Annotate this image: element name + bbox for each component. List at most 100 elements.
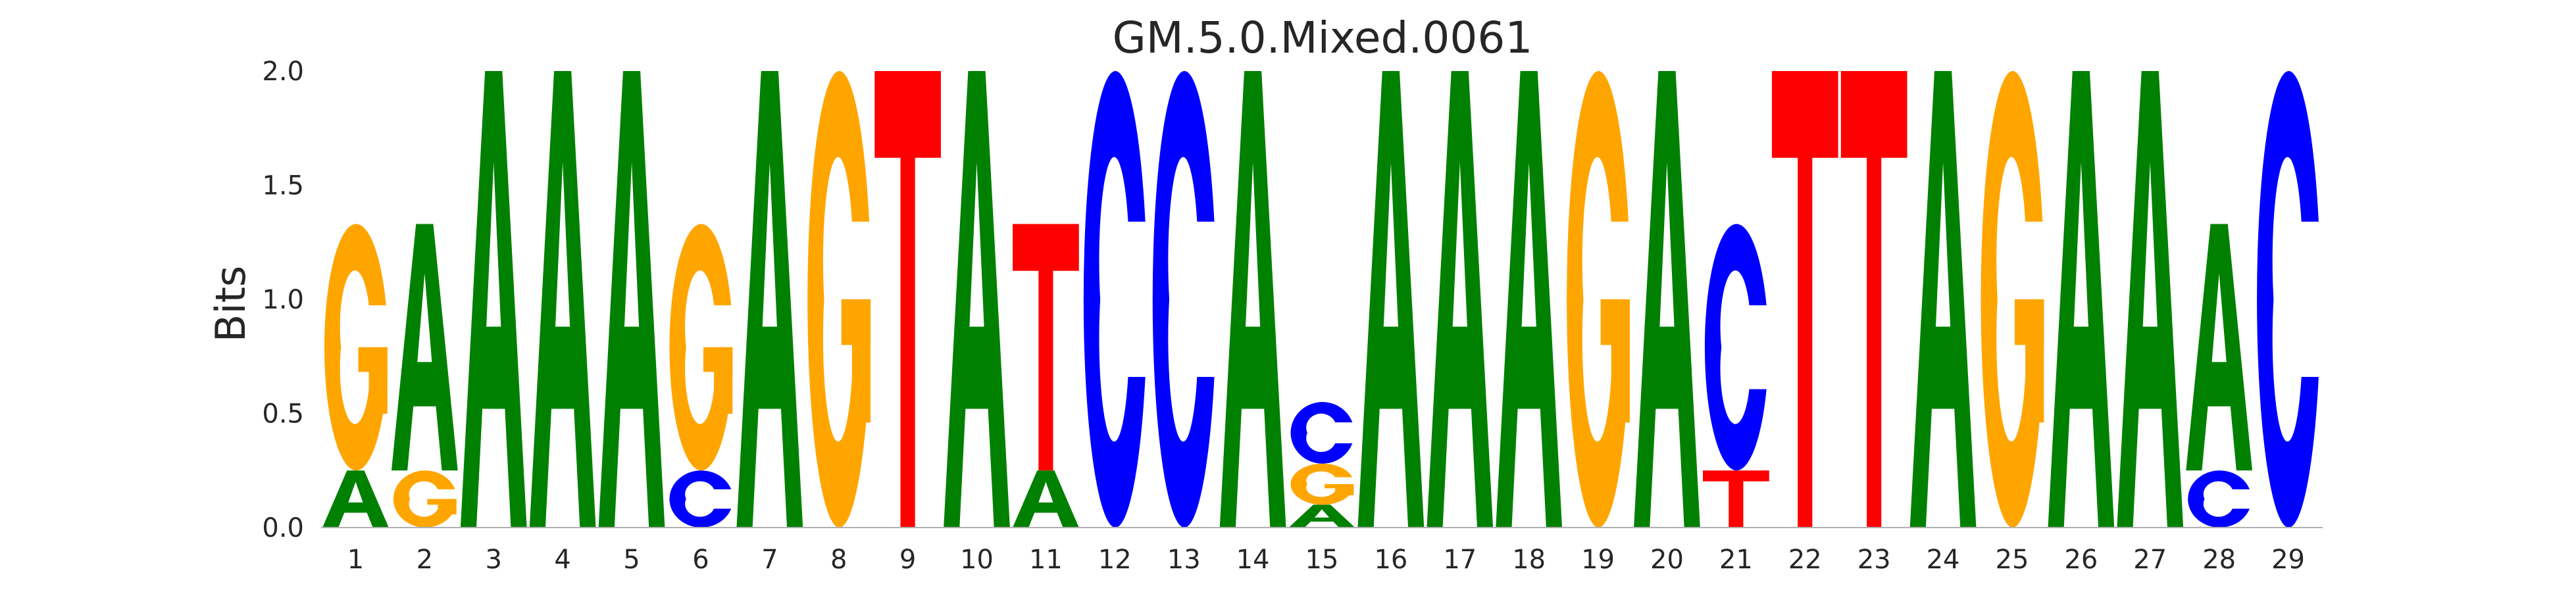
letter-c-cytosine	[2188, 470, 2250, 528]
letter-glyph-part	[2048, 71, 2115, 528]
letter-a-adenine	[391, 224, 458, 471]
letter-g-guanine	[324, 224, 388, 471]
letter-glyph-part	[2014, 299, 2044, 345]
x-tick-label: 25	[1996, 545, 2029, 575]
y-tick-label: 1.0	[262, 285, 304, 315]
letter-g-guanine	[393, 470, 457, 528]
y-tick-label: 1.5	[262, 171, 304, 201]
letter-glyph-part	[1909, 71, 1977, 528]
letter-glyph-part	[358, 347, 388, 372]
logo-letters	[322, 70, 2319, 528]
letter-glyph-part	[1981, 70, 2043, 528]
letter-a-adenine	[1357, 71, 1425, 528]
letter-a-adenine	[460, 71, 527, 528]
letter-glyph-part	[1290, 402, 1353, 464]
letter-glyph-part	[427, 499, 457, 505]
x-tick-label: 7	[761, 545, 778, 575]
letter-a-adenine	[1288, 505, 1355, 528]
letter-glyph-part	[2117, 71, 2184, 528]
x-tick-label: 14	[1236, 545, 1270, 575]
letter-glyph-part	[703, 347, 733, 372]
x-tick-label: 10	[960, 545, 994, 575]
x-tick-label: 13	[1167, 545, 1201, 575]
x-tick-label: 19	[1581, 545, 1615, 575]
x-tick-label: 17	[1443, 545, 1477, 575]
letter-a-adenine	[1013, 470, 1079, 528]
letter-glyph-part	[1600, 299, 1630, 345]
x-tick-label: 4	[554, 545, 570, 575]
x-tick-label: 24	[1927, 545, 1960, 575]
x-tick-label: 29	[2271, 545, 2305, 575]
y-axis-title: Bits	[207, 266, 255, 342]
x-tick-label: 15	[1305, 545, 1339, 575]
letter-glyph-part	[391, 224, 458, 471]
x-tick-label: 8	[830, 545, 847, 575]
letter-glyph-part	[1013, 470, 1079, 528]
letter-glyph-part	[529, 71, 596, 528]
x-tick-label: 21	[1719, 545, 1753, 575]
letter-glyph-part	[1567, 70, 1629, 528]
x-tick-label: 26	[2064, 545, 2098, 575]
letter-t-thymine	[1840, 71, 1907, 528]
x-tick-label: 2	[417, 545, 433, 575]
x-tick-label: 5	[623, 545, 640, 575]
y-tick-label: 2.0	[262, 57, 304, 87]
chart-title: GM.5.0.Mixed.0061	[1113, 12, 1533, 63]
letter-c-cytosine	[1152, 70, 1215, 528]
letter-glyph-part	[2257, 70, 2319, 528]
x-tick-label: 23	[1857, 545, 1891, 575]
letter-glyph-part	[1840, 71, 1907, 528]
letter-glyph-part	[807, 70, 870, 528]
x-tick-label: 9	[899, 545, 916, 575]
letter-glyph-part	[736, 71, 803, 528]
letter-c-cytosine	[669, 470, 732, 528]
letter-g-guanine	[1290, 463, 1354, 505]
x-tick-label: 1	[347, 545, 364, 575]
x-axis: 1 2 3 4 5 6 7 8 9 10 11 12 13 14 15 16 17 18 19 20 21 22 23 24 2…	[347, 545, 2305, 575]
letter-glyph-part	[944, 71, 1010, 528]
letter-glyph-part	[322, 470, 389, 528]
letter-glyph-part	[1634, 71, 1700, 528]
y-tick-label: 0.0	[262, 513, 304, 543]
letter-glyph-part	[2188, 470, 2250, 528]
letter-glyph-part	[2186, 224, 2253, 471]
letter-glyph-part	[1083, 70, 1146, 528]
letter-glyph-part	[1152, 70, 1215, 528]
letter-a-adenine	[1496, 71, 1563, 528]
x-tick-label: 3	[486, 545, 502, 575]
letter-glyph-part	[1496, 71, 1563, 528]
letter-a-adenine	[1909, 71, 1977, 528]
letter-glyph-part	[1357, 71, 1425, 528]
letter-t-thymine	[1703, 470, 1769, 528]
letter-a-adenine	[322, 470, 389, 528]
letter-g-guanine	[807, 70, 871, 528]
letter-a-adenine	[2186, 224, 2253, 471]
letter-glyph-part	[1427, 71, 1494, 528]
letter-glyph-part	[393, 470, 455, 528]
x-tick-label: 16	[1374, 545, 1407, 575]
x-tick-label: 12	[1098, 545, 1132, 575]
letter-c-cytosine	[1704, 224, 1767, 471]
x-tick-label: 27	[2133, 545, 2167, 575]
letter-glyph-part	[1771, 71, 1838, 528]
letter-g-guanine	[1981, 70, 2044, 528]
y-tick-label: 0.5	[262, 399, 304, 430]
letter-glyph-part	[460, 71, 527, 528]
x-tick-label: 20	[1650, 545, 1684, 575]
letter-g-guanine	[669, 224, 733, 471]
letter-a-adenine	[598, 71, 665, 528]
x-tick-label: 11	[1029, 545, 1063, 575]
letter-glyph-part	[1288, 505, 1355, 528]
letter-glyph-part	[1219, 71, 1286, 528]
letter-glyph-part	[1703, 470, 1769, 528]
x-tick-label: 28	[2202, 545, 2236, 575]
letter-c-cytosine	[2257, 70, 2319, 528]
letter-glyph-part	[841, 299, 871, 345]
letter-a-adenine	[1427, 71, 1494, 528]
letter-glyph-part	[1325, 484, 1354, 489]
letter-glyph-part	[1013, 224, 1079, 471]
x-tick-label: 22	[1788, 545, 1822, 575]
letter-c-cytosine	[1290, 402, 1353, 464]
letter-c-cytosine	[1083, 70, 1146, 528]
letter-a-adenine	[2117, 71, 2184, 528]
